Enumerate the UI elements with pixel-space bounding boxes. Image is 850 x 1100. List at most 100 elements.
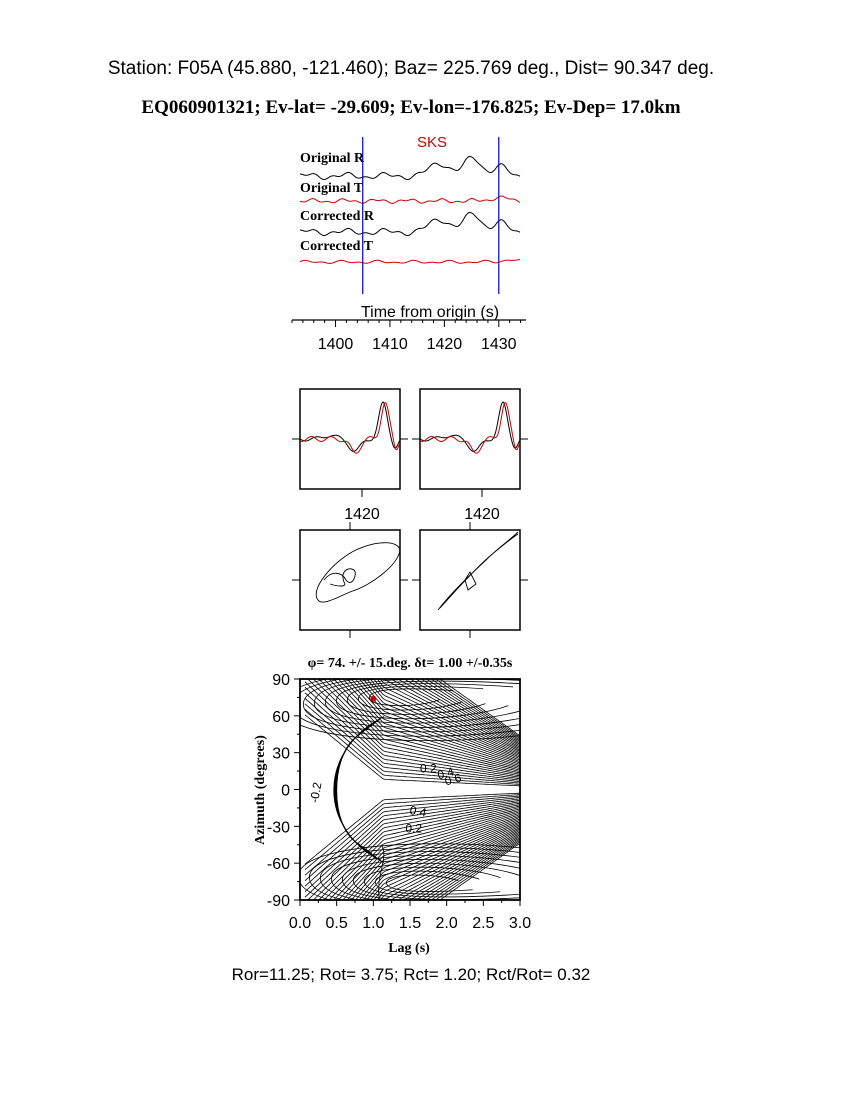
contour-line [304,681,520,778]
contour-line [333,809,520,900]
contour-line [318,679,520,774]
azimuth-tick-label: -90 [267,893,290,910]
contour-label: 0.4 [409,803,428,820]
contour-line [330,855,520,900]
contour-label: 0.4 [436,764,456,782]
contour-line [304,801,520,898]
contour-line [409,679,520,745]
trace-original-r [299,155,521,180]
contour-title: φ= 74. +/- 15.deg. δt= 1.00 +/-0.35s [308,656,513,671]
azimuth-axis-title: Azimuth (degrees) [253,735,268,845]
trace-label-corrected-r: Corrected R [300,209,375,224]
waveform-original-frame [299,388,401,490]
trace-original-t [299,195,521,204]
contour-label: 0.2 [405,821,422,835]
contour-line [341,859,520,900]
waveform-corrected-r [419,401,521,452]
time-tick-label: 1420 [427,336,463,353]
azimuth-tick-label: 0 [281,783,290,800]
contour-line [403,679,520,747]
contour-line [373,824,520,900]
trace-label-original-t: Original T [300,181,364,196]
station-info: Station: F05A (45.880, -121.460); Baz= 2… [107,58,715,79]
contour-line [369,679,520,757]
contour-line [304,714,520,787]
contour-line [335,728,369,851]
lag-tick-label: 3.0 [509,915,531,932]
contour-line [366,679,520,758]
particle-motion-original-frame [299,529,401,631]
contour-line [420,679,520,743]
lag-tick-label: 0.0 [289,915,311,932]
waveform-corrected-t [419,402,521,454]
contour-line [328,808,520,900]
contour-line [435,679,520,738]
trace-corrected-r [299,211,521,236]
waveform-corrected-tick-label: 1420 [464,506,500,523]
contour-line [389,829,520,900]
contour-line [379,826,520,900]
contour-line [336,734,361,845]
contour-line [420,836,520,900]
contour-line [439,842,520,900]
time-tick-label: 1430 [481,336,517,353]
contour-line [342,812,520,900]
lag-tick-label: 0.5 [326,915,348,932]
contour-line [389,679,520,750]
contour-line [358,679,520,761]
contour-line [312,679,520,775]
contour-line [304,798,520,887]
contour-line [363,866,520,898]
time-tick-label: 1410 [372,336,408,353]
contour-line [415,835,520,900]
ratio-summary: Ror=11.25; Rot= 3.75; Rct= 1.20; Rct/Rot… [231,965,591,984]
contour-line [430,839,520,900]
contour-label: 0.6 [443,770,463,788]
contour-line [300,679,520,737]
contour-line [379,679,520,753]
contour-line [323,807,520,900]
waveform-original-tick-label: 1420 [344,506,380,523]
contour-line [425,838,520,900]
contour-line [307,802,520,900]
event-info: EQ060901321; Ev-lat= -29.609; Ev-lon=-17… [141,97,681,118]
contour-line [369,822,520,900]
contour-line [430,679,520,740]
best-fit-point [370,695,377,702]
contour-line [362,679,520,760]
contour-panel: φ= 74. +/- 15.deg. δt= 1.00 +/-0.35s 0.0… [253,656,531,956]
waveform-original-r [299,401,401,452]
contour-line [312,804,520,900]
lag-tick-label: 2.0 [436,915,458,932]
contour-line [385,874,473,892]
contour-line [368,688,454,707]
azimuth-tick-label: 30 [272,746,290,763]
contour-line [376,679,520,754]
contour-line [333,679,520,770]
contour-line [366,821,520,900]
azimuth-tick-label: 60 [272,709,290,726]
contour-line [304,792,520,865]
particle-motion-original-knot [323,568,356,587]
trace-label-original-r: Original R [300,151,365,166]
contour-line [300,679,520,741]
contour-line [342,679,520,767]
waveform-panels: 1420 1420 [292,388,528,523]
contour-line [304,796,520,881]
contour-line [346,814,520,900]
contour-line [346,679,520,765]
contour-line [425,679,520,741]
contour-line [376,825,520,900]
particle-motion-original-loop [315,542,401,603]
contour-line [307,679,520,777]
contour-line [439,679,520,737]
particle-motion-corrected-frame [419,529,521,631]
contour-line [300,843,520,900]
contour-line [374,870,501,895]
time-tick-label: 1400 [318,336,354,353]
contour-line [335,680,520,720]
lag-tick-label: 1.5 [399,915,421,932]
contour-line [328,679,520,771]
particle-motion-corrected-line [437,531,519,611]
